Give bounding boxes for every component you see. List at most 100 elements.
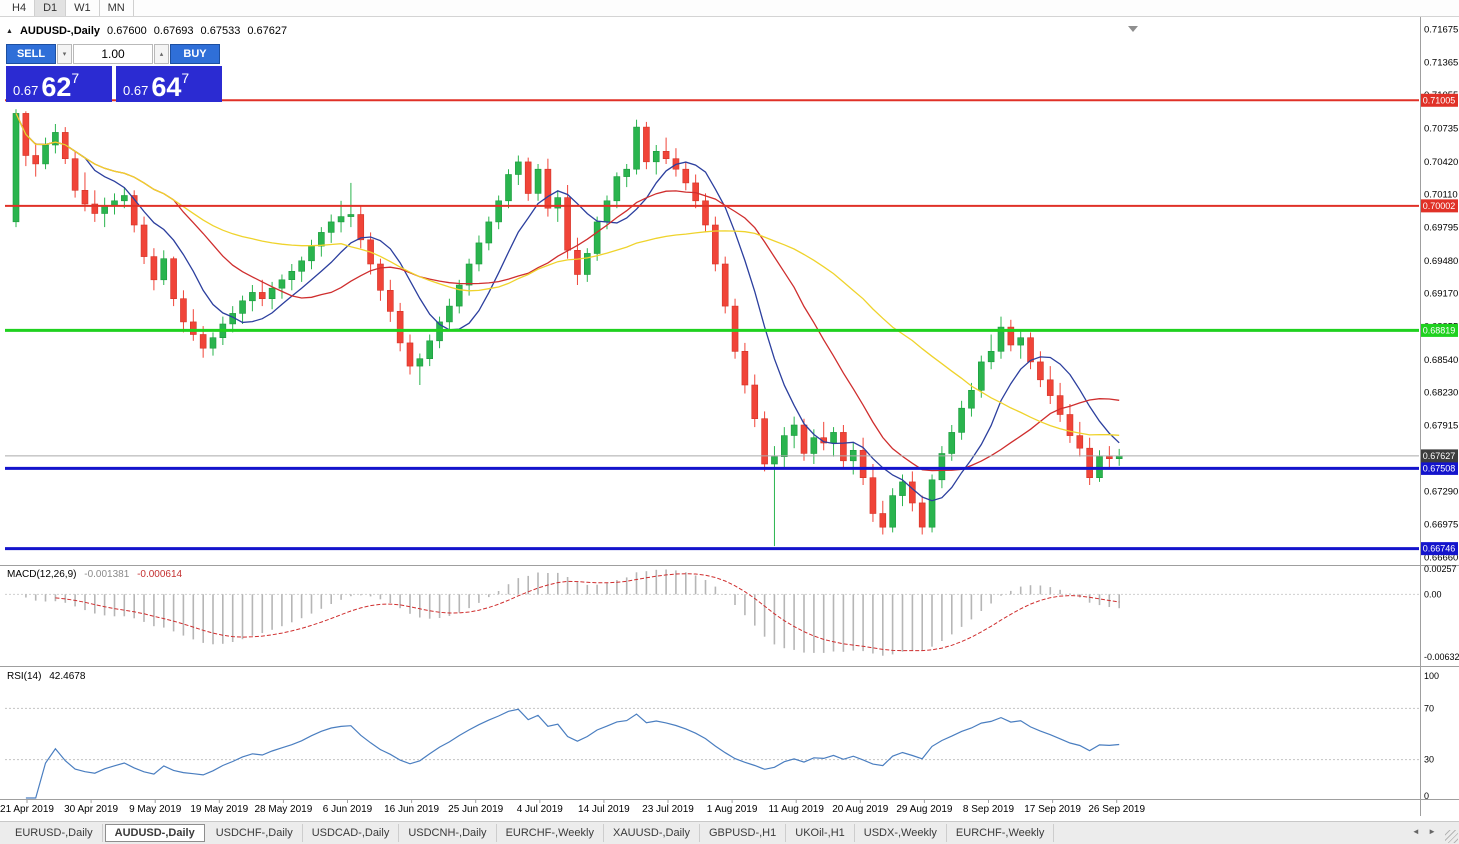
svg-text:25 Jun 2019: 25 Jun 2019 [448, 804, 503, 815]
timeframe-button-w1[interactable]: W1 [66, 0, 100, 16]
rsi-line [25, 708, 1120, 799]
svg-text:0.69480: 0.69480 [1424, 256, 1458, 267]
svg-text:-0.00632: -0.00632 [1424, 652, 1459, 662]
ohlc-close: 0.67627 [247, 25, 288, 37]
timeframe-button-h4[interactable]: H4 [4, 0, 36, 16]
chart-tab-11[interactable]: EURCHF-,Weekly [947, 824, 1055, 842]
spin-down-icon: ▾ [62, 51, 67, 58]
rsi-name: RSI(14) [7, 671, 42, 682]
svg-text:0.71365: 0.71365 [1424, 57, 1458, 68]
svg-text:9 May 2019: 9 May 2019 [129, 804, 182, 815]
macd-histogram [25, 569, 1120, 656]
ohlc-low: 0.67533 [200, 25, 241, 37]
timeframe-button-d1[interactable]: D1 [35, 0, 67, 16]
svg-text:11 Aug 2019: 11 Aug 2019 [768, 804, 824, 815]
ohlc-high: 0.67693 [153, 25, 194, 37]
svg-text:0.68819: 0.68819 [1423, 325, 1456, 335]
bid-price-panel[interactable]: 0.67 62 7 [6, 66, 112, 102]
svg-text:17 Sep 2019: 17 Sep 2019 [1024, 804, 1081, 815]
chart-tab-5[interactable]: USDCNH-,Daily [399, 824, 497, 842]
rsi-value: 42.4678 [49, 671, 86, 682]
svg-text:0.67508: 0.67508 [1423, 463, 1456, 473]
chart-tab-6[interactable]: EURCHF-,Weekly [497, 824, 604, 842]
svg-text:0.70110: 0.70110 [1424, 189, 1458, 200]
volume-input[interactable] [73, 44, 153, 64]
macd-signal-line [55, 573, 1120, 652]
svg-text:0.00257: 0.00257 [1424, 564, 1457, 574]
chart-tab-7[interactable]: XAUUSD-,Daily [604, 824, 700, 842]
macd-name: MACD(12,26,9) [7, 569, 77, 580]
svg-text:6 Jun 2019: 6 Jun 2019 [323, 804, 373, 815]
window-resize-grip[interactable] [1445, 830, 1458, 843]
svg-text:1 Aug 2019: 1 Aug 2019 [707, 804, 758, 815]
svg-text:20 Aug 2019: 20 Aug 2019 [832, 804, 889, 815]
price-tag [1421, 542, 1458, 556]
chart-tab-3[interactable]: USDCHF-,Daily [207, 824, 303, 842]
price-tag [1421, 93, 1458, 107]
macd-value-signal: -0.000614 [137, 569, 183, 580]
svg-text:0.00: 0.00 [1424, 589, 1442, 599]
moving-average-17 [15, 113, 1120, 472]
sell-button[interactable]: SELL [6, 44, 56, 64]
macd-label: MACD(12,26,9) -0.001381 -0.000614 [7, 569, 182, 580]
bid-pipette: 7 [71, 70, 80, 86]
svg-text:14 Jul 2019: 14 Jul 2019 [578, 804, 630, 815]
chart-tab-1[interactable]: EURUSD-,Daily [6, 824, 103, 842]
svg-text:70: 70 [1424, 703, 1434, 713]
volume-increase-button[interactable]: ▴ [154, 44, 169, 64]
chart-tab-2[interactable]: AUDUSD-,Daily [104, 824, 205, 842]
svg-text:100: 100 [1424, 671, 1439, 681]
one-click-collapse-icon[interactable]: ▲ [6, 27, 13, 35]
ask-price-panel[interactable]: 0.67 64 7 [116, 66, 222, 102]
svg-text:0.66660: 0.66660 [1424, 553, 1458, 564]
svg-text:28 May 2019: 28 May 2019 [254, 804, 312, 815]
chart-shift-marker-icon[interactable] [1128, 26, 1138, 32]
moving-average-34 [15, 113, 1120, 436]
one-click-trading-panel: SELL ▾ ▴ BUY 0.67 62 7 0.67 64 7 [6, 44, 222, 102]
chart-tab-8[interactable]: GBPUSD-,H1 [700, 824, 787, 842]
chart-tab-10[interactable]: USDX-,Weekly [855, 824, 947, 842]
price-tag [1421, 461, 1458, 475]
svg-text:16 Jun 2019: 16 Jun 2019 [384, 804, 439, 815]
chart-tab-bar: EURUSD-,Daily AUDUSD-,Daily USDCHF-,Daily U… [0, 821, 1459, 844]
bid-prefix: 0.67 [13, 83, 39, 99]
rsi-label: RSI(14) 42.4678 [7, 671, 85, 682]
svg-text:26 Sep 2019: 26 Sep 2019 [1088, 804, 1145, 815]
price-tag [1421, 323, 1458, 337]
svg-text:0.66975: 0.66975 [1424, 520, 1458, 531]
chart-title: ▲ AUDUSD-,Daily 0.67600 0.67693 0.67533 … [6, 25, 294, 37]
svg-text:0.69170: 0.69170 [1424, 288, 1458, 299]
svg-text:4 Jul 2019: 4 Jul 2019 [517, 804, 564, 815]
spin-up-icon: ▴ [159, 51, 164, 58]
chart-canvas[interactable]: 0.716750.713650.710550.707350.704200.701… [0, 0, 1459, 821]
svg-text:0.67627: 0.67627 [1423, 451, 1456, 461]
svg-text:29 Aug 2019: 29 Aug 2019 [896, 804, 953, 815]
svg-text:30: 30 [1424, 755, 1434, 765]
svg-text:0.68540: 0.68540 [1424, 355, 1458, 366]
svg-text:0.70002: 0.70002 [1423, 201, 1456, 211]
ask-pipette: 7 [181, 70, 190, 86]
svg-text:0.71005: 0.71005 [1423, 95, 1456, 105]
volume-decrease-button[interactable]: ▾ [57, 44, 72, 64]
ohlc-open: 0.67600 [107, 25, 147, 37]
buy-button[interactable]: BUY [170, 44, 220, 64]
ask-pips: 64 [151, 72, 182, 103]
timeframe-button-mn[interactable]: MN [100, 0, 134, 16]
tab-scroll-arrows: ◄ ► [1412, 827, 1439, 836]
svg-text:0.67915: 0.67915 [1424, 421, 1458, 432]
tab-scroll-right-icon[interactable]: ► [1428, 827, 1439, 836]
svg-text:0.66746: 0.66746 [1423, 544, 1456, 554]
timeframe-toolbar: H4 D1 W1 MN [0, 0, 1459, 17]
chart-symbol: AUDUSD-,Daily [19, 25, 101, 37]
svg-text:0.67290: 0.67290 [1424, 486, 1458, 497]
macd-value-main: -0.001381 [84, 569, 130, 580]
moving-average-8 [15, 113, 1120, 502]
current-price-tag [1421, 449, 1458, 463]
tab-scroll-left-icon[interactable]: ◄ [1411, 827, 1423, 836]
chart-tab-9[interactable]: UKOil-,H1 [786, 824, 855, 842]
time-axis[interactable]: 21 Apr 2019 30 Apr 2019 9 May 2019 19 May 2… [0, 800, 1145, 815]
svg-text:19 May 2019: 19 May 2019 [190, 804, 248, 815]
chart-tab-4[interactable]: USDCAD-,Daily [303, 824, 400, 842]
svg-text:8 Sep 2019: 8 Sep 2019 [963, 804, 1015, 815]
svg-text:30 Apr 2019: 30 Apr 2019 [64, 804, 118, 815]
